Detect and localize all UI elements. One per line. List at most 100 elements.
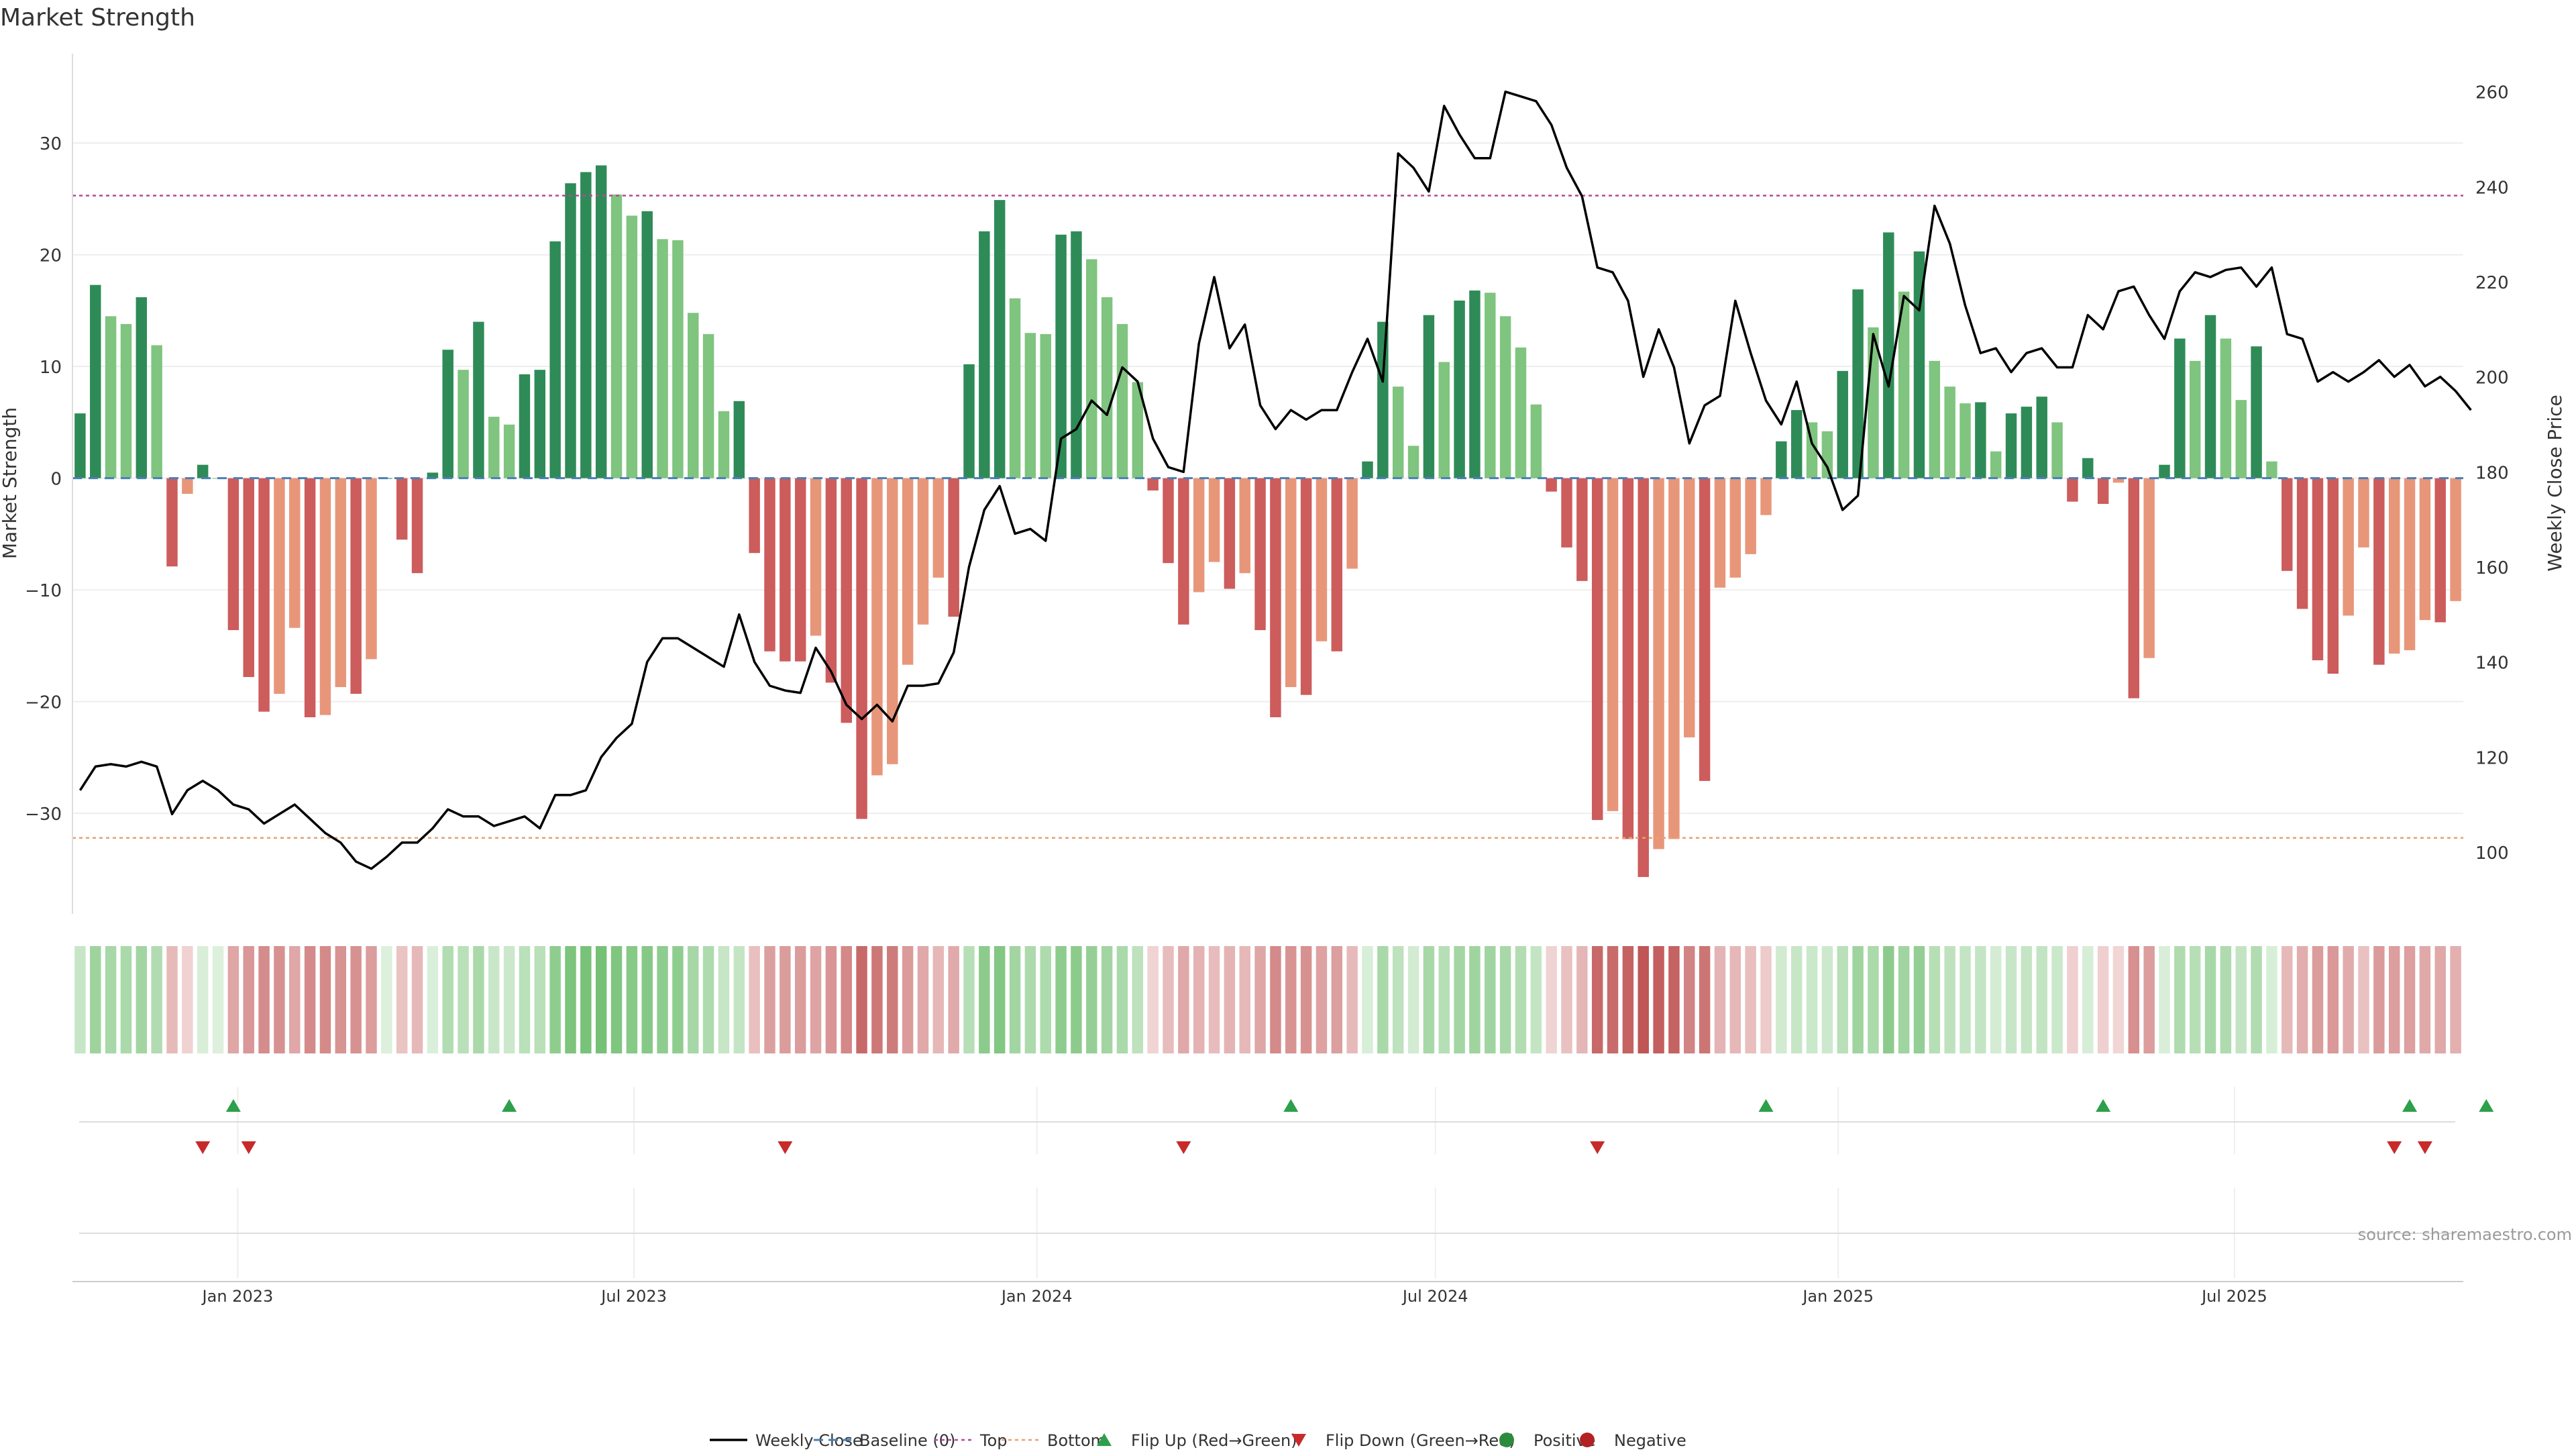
heat-strip-cell	[1561, 946, 1572, 1053]
right-tick-label: 160	[2475, 558, 2509, 578]
heat-strip-cell	[182, 946, 193, 1053]
legend-label: Baseline (0)	[859, 1431, 955, 1449]
strength-bar	[994, 200, 1006, 478]
heat-strip-cell	[626, 946, 638, 1053]
heat-strip-cell	[1163, 946, 1174, 1053]
heat-strip-cell	[1407, 946, 1419, 1053]
strength-bar	[1729, 478, 1741, 578]
strength-bar	[243, 478, 254, 678]
strength-bar	[1898, 291, 1910, 478]
strength-bar	[1975, 402, 1986, 478]
strength-bar	[1270, 478, 1281, 717]
heat-strip-cell	[1806, 946, 1818, 1053]
heat-strip-cell	[1699, 946, 1711, 1053]
heat-strip-cell	[810, 946, 822, 1053]
heat-strip-cell	[1208, 946, 1220, 1053]
strength-bar	[549, 241, 561, 478]
heat-strip-cell	[1270, 946, 1281, 1053]
heat-strip-cell	[718, 946, 730, 1053]
heat-strip-cell	[657, 946, 668, 1053]
strength-bar	[1086, 259, 1097, 478]
strength-bar	[2282, 478, 2293, 571]
flip-up-marker	[1758, 1099, 1774, 1112]
heat-strip-cell	[1024, 946, 1036, 1053]
strength-bar	[473, 321, 484, 478]
strength-bar	[610, 194, 623, 478]
strength-bar	[810, 478, 822, 636]
heat-strip-cell	[2251, 946, 2262, 1053]
strength-bar	[657, 239, 668, 478]
heat-strip-cell	[672, 946, 684, 1053]
strength-bar	[1239, 478, 1250, 574]
heat-strip-cell	[74, 946, 86, 1053]
strength-bar	[1821, 431, 1833, 478]
heat-strip-cell	[136, 946, 148, 1053]
heat-strip-cell	[243, 946, 254, 1053]
strength-bar	[595, 165, 607, 478]
strength-bar	[2220, 338, 2232, 478]
strength-bar	[458, 370, 469, 478]
heat-strip-cell	[335, 946, 347, 1053]
strength-bar	[503, 424, 515, 478]
strength-bar	[1285, 478, 1297, 688]
legend-swatch-circle	[1499, 1433, 1514, 1447]
x-tick-label: Jul 2024	[1401, 1287, 1468, 1306]
strength-bar	[1790, 410, 1803, 478]
strength-bar	[733, 401, 745, 478]
heat-strip-cell	[1254, 946, 1266, 1053]
heat-strip-cell	[1132, 946, 1144, 1053]
strength-bar	[427, 472, 439, 478]
legend-swatch-tri-up	[1097, 1433, 1112, 1446]
flip-down-marker	[2417, 1141, 2432, 1154]
heat-strip-cell	[151, 946, 162, 1053]
strength-bar	[2434, 478, 2446, 623]
strength-bar	[794, 478, 806, 662]
strength-bar	[534, 370, 546, 478]
left-tick-label: 30	[40, 134, 62, 154]
source-note: source: sharemaestro.com	[2358, 1225, 2572, 1244]
heat-strip-cell	[2419, 946, 2431, 1053]
heat-strip-cell	[473, 946, 484, 1053]
heat-strip-cell	[1147, 946, 1159, 1053]
heat-strip-cell	[319, 946, 331, 1053]
x-tick-label: Jul 2023	[600, 1287, 667, 1306]
strength-bar	[2358, 478, 2369, 548]
heat-strip-cell	[917, 946, 929, 1053]
heat-strip-cell	[2159, 946, 2170, 1053]
heat-strip-cell	[488, 946, 500, 1053]
heat-strip-cell	[1362, 946, 1373, 1053]
strength-bar	[1300, 478, 1312, 695]
right-tick-label: 220	[2475, 273, 2509, 293]
heat-strip-cell	[166, 946, 178, 1053]
heat-strip-cell	[794, 946, 806, 1053]
strength-bar	[2343, 478, 2354, 616]
strength-bar	[1377, 321, 1389, 478]
heat-strip-cell	[2051, 946, 2063, 1053]
strength-bar	[1193, 478, 1205, 592]
heat-strip-cell	[2235, 946, 2247, 1053]
heat-strip-cell	[2128, 946, 2140, 1053]
strength-bar	[2005, 413, 2017, 478]
strength-bar	[1163, 478, 1174, 564]
reference-lines	[72, 195, 2463, 839]
strength-bar	[626, 215, 638, 478]
strength-bar	[825, 478, 837, 683]
strength-bar	[2450, 478, 2461, 601]
strength-bar	[1546, 478, 1557, 492]
flip-down-marker	[777, 1141, 793, 1154]
strength-bar	[1423, 315, 1435, 478]
heat-strip-cell	[105, 946, 117, 1053]
strength-bar	[749, 478, 760, 554]
heat-strip-cell	[1837, 946, 1848, 1053]
heat-strip-cell	[688, 946, 699, 1053]
strength-bar	[1622, 478, 1634, 839]
heat-strip-cell	[856, 946, 867, 1053]
heat-strip-cell	[396, 946, 408, 1053]
left-axis-label: Market Strength	[0, 407, 21, 559]
strength-bar	[2112, 478, 2125, 483]
strength-bars	[74, 165, 2461, 878]
strength-bar	[702, 333, 714, 478]
strength-bar	[2128, 478, 2140, 698]
strength-bar	[2251, 346, 2262, 478]
